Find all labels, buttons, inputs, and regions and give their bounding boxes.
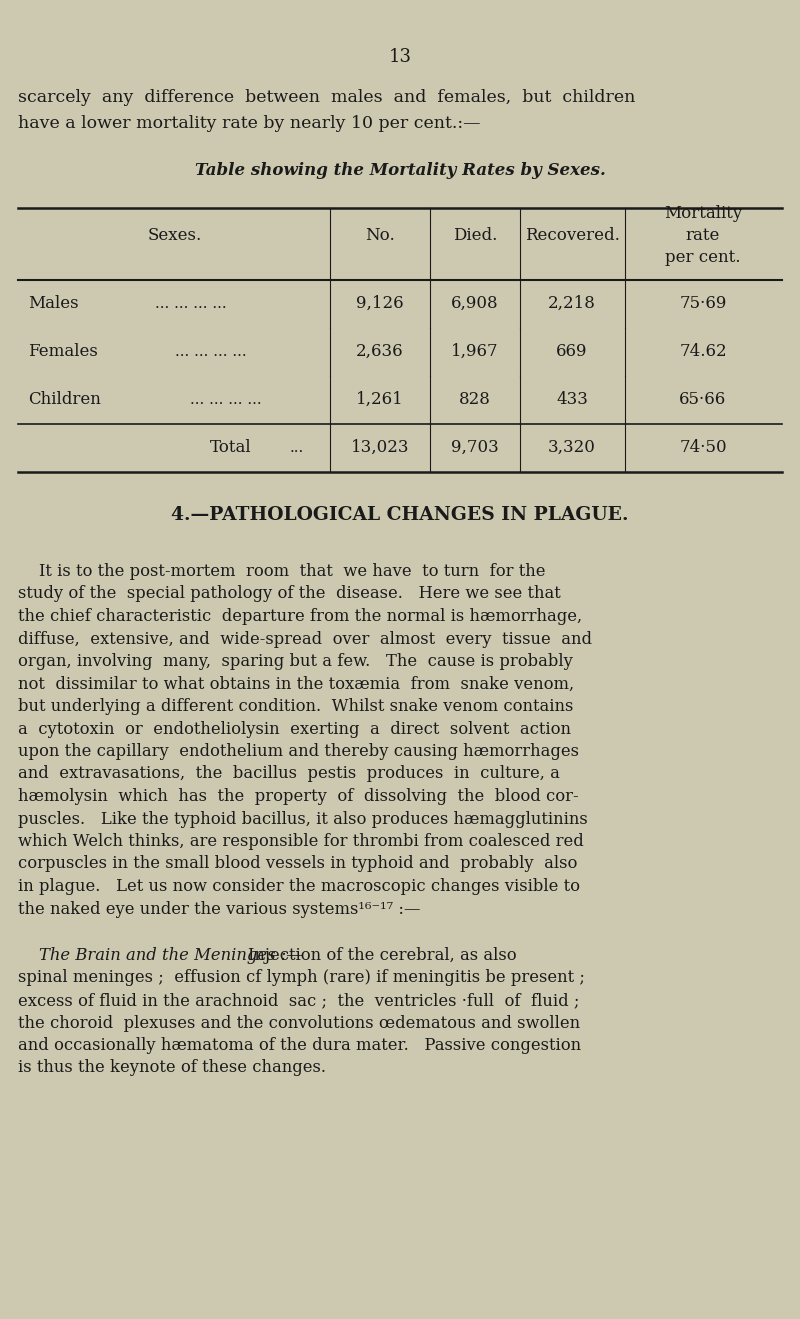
Text: 4.—PATHOLOGICAL CHANGES IN PLAGUE.: 4.—PATHOLOGICAL CHANGES IN PLAGUE. xyxy=(171,506,629,524)
Text: 9,703: 9,703 xyxy=(451,439,499,456)
Text: Table showing the Mortality Rates by Sexes.: Table showing the Mortality Rates by Sex… xyxy=(194,162,606,179)
Text: but underlying a different condition.  Whilst snake venom contains: but underlying a different condition. Wh… xyxy=(18,698,574,715)
Text: Recovered.: Recovered. xyxy=(525,227,619,244)
Text: and  extravasations,  the  bacillus  pestis  produces  in  culture, a: and extravasations, the bacillus pestis … xyxy=(18,765,560,782)
Text: ... ... ... ...: ... ... ... ... xyxy=(175,346,246,359)
Text: the naked eye under the various systems¹⁶⁻¹⁷ :—: the naked eye under the various systems¹… xyxy=(18,901,421,918)
Text: the choroid  plexuses and the convolutions œdematous and swollen: the choroid plexuses and the convolution… xyxy=(18,1014,580,1031)
Text: not  dissimilar to what obtains in the toxæmia  from  snake venom,: not dissimilar to what obtains in the to… xyxy=(18,675,574,692)
Text: 6,908: 6,908 xyxy=(451,295,499,313)
Text: study of the  special pathology of the  disease.   Here we see that: study of the special pathology of the di… xyxy=(18,586,561,603)
Text: 1,261: 1,261 xyxy=(356,390,404,408)
Text: Females: Females xyxy=(28,343,98,360)
Text: 2,636: 2,636 xyxy=(356,343,404,360)
Text: 2,218: 2,218 xyxy=(548,295,596,313)
Text: in plague.   Let us now consider the macroscopic changes visible to: in plague. Let us now consider the macro… xyxy=(18,878,580,896)
Text: ... ... ... ...: ... ... ... ... xyxy=(155,297,226,311)
Text: which Welch thinks, are responsible for thrombi from coalesced red: which Welch thinks, are responsible for … xyxy=(18,834,584,849)
Text: 433: 433 xyxy=(556,390,588,408)
Text: is thus the keynote of these changes.: is thus the keynote of these changes. xyxy=(18,1059,326,1076)
Text: 74·50: 74·50 xyxy=(679,439,727,456)
Text: Total: Total xyxy=(210,439,252,456)
Text: per cent.: per cent. xyxy=(666,249,741,266)
Text: 65·66: 65·66 xyxy=(679,390,726,408)
Text: It is to the post-mortem  room  that  we have  to turn  for the: It is to the post-mortem room that we ha… xyxy=(18,563,546,580)
Text: The Brain and the Meninges :—: The Brain and the Meninges :— xyxy=(18,947,302,964)
Text: No.: No. xyxy=(365,227,395,244)
Text: 669: 669 xyxy=(556,343,588,360)
Text: hæmolysin  which  has  the  property  of  dissolving  the  blood cor-: hæmolysin which has the property of diss… xyxy=(18,787,578,805)
Text: Males: Males xyxy=(28,295,78,313)
Text: corpuscles in the small blood vessels in typhoid and  probably  also: corpuscles in the small blood vessels in… xyxy=(18,856,578,872)
Text: the chief characteristic  departure from the normal is hæmorrhage,: the chief characteristic departure from … xyxy=(18,608,582,625)
Text: organ, involving  many,  sparing but a few.   The  cause is probably: organ, involving many, sparing but a few… xyxy=(18,653,573,670)
Text: puscles.   Like the typhoid bacillus, it also produces hæmagglutinins: puscles. Like the typhoid bacillus, it a… xyxy=(18,810,588,827)
Text: 3,320: 3,320 xyxy=(548,439,596,456)
Text: upon the capillary  endothelium and thereby causing hæmorrhages: upon the capillary endothelium and there… xyxy=(18,743,579,760)
Text: and occasionally hæmatoma of the dura mater.   Passive congestion: and occasionally hæmatoma of the dura ma… xyxy=(18,1037,581,1054)
Text: spinal meninges ;  effusion cf lymph (rare) if meningitis be present ;: spinal meninges ; effusion cf lymph (rar… xyxy=(18,969,585,987)
Text: Injection of the cerebral, as also: Injection of the cerebral, as also xyxy=(248,947,517,964)
Text: 9,126: 9,126 xyxy=(356,295,404,313)
Text: 828: 828 xyxy=(459,390,491,408)
Text: excess of fluid in the arachnoid  sac ;  the  ventricles ·full  of  fluid ;: excess of fluid in the arachnoid sac ; t… xyxy=(18,992,579,1009)
Text: diffuse,  extensive, and  wide-spread  over  almost  every  tissue  and: diffuse, extensive, and wide-spread over… xyxy=(18,630,592,648)
Text: Died.: Died. xyxy=(453,227,497,244)
Text: Sexes.: Sexes. xyxy=(148,227,202,244)
Text: Mortality: Mortality xyxy=(664,204,742,222)
Text: scarcely  any  difference  between  males  and  females,  but  children: scarcely any difference between males an… xyxy=(18,88,635,106)
Text: Children: Children xyxy=(28,390,101,408)
Text: a  cytotoxin  or  endotheliolysin  exerting  a  direct  solvent  action: a cytotoxin or endotheliolysin exerting … xyxy=(18,720,571,737)
Text: 75·69: 75·69 xyxy=(679,295,726,313)
Text: ...: ... xyxy=(290,441,304,455)
Text: 13: 13 xyxy=(389,47,411,66)
Text: ... ... ... ...: ... ... ... ... xyxy=(190,393,262,408)
Text: have a lower mortality rate by nearly 10 per cent.:—: have a lower mortality rate by nearly 10… xyxy=(18,115,481,132)
Text: 13,023: 13,023 xyxy=(350,439,410,456)
Text: 1,967: 1,967 xyxy=(451,343,499,360)
Text: rate: rate xyxy=(686,227,720,244)
Text: 74.62: 74.62 xyxy=(679,343,727,360)
